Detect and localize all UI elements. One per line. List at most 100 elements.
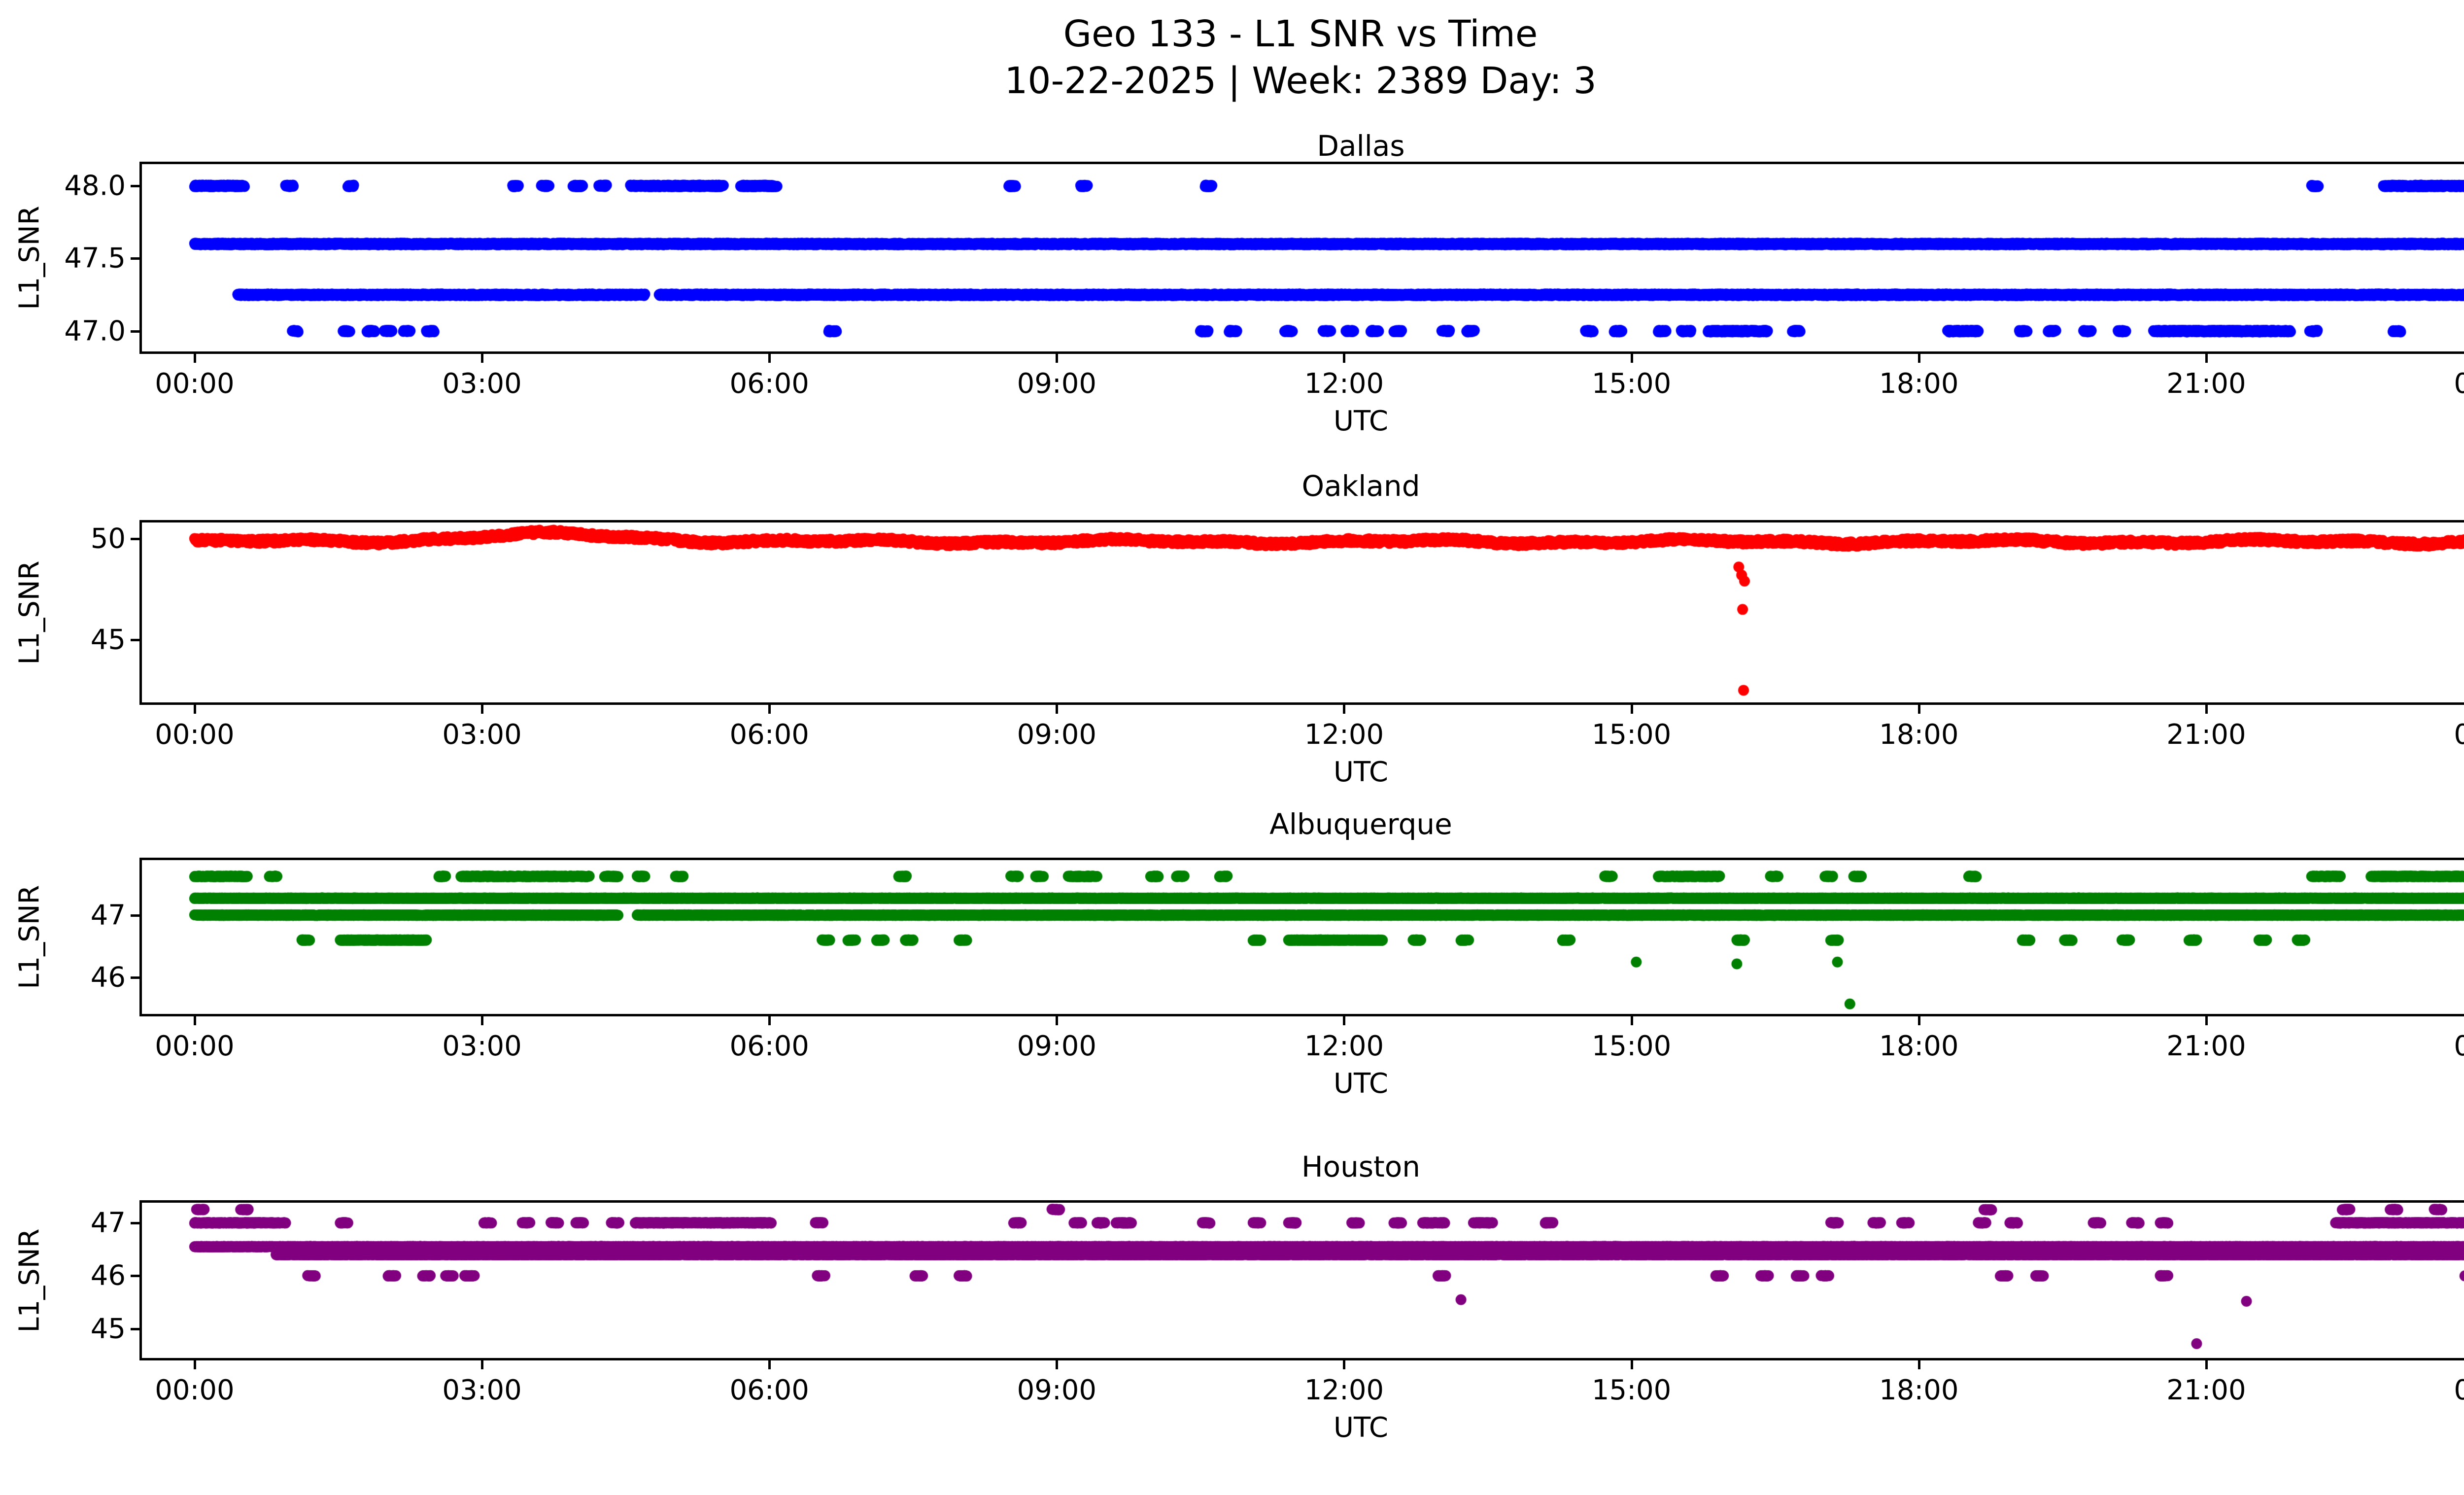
xtick-label: 06:00: [729, 368, 809, 400]
xtick-label: 00:00: [155, 368, 235, 400]
xtick-label: 00:00: [155, 1030, 235, 1062]
ytick-label: 48.0: [64, 170, 126, 202]
scatter-canvas-houston: [142, 1203, 2464, 1358]
panel-title-dallas: Dallas: [1317, 129, 1405, 163]
ytick-label: 47.5: [64, 242, 126, 275]
ytick-mark: [131, 185, 139, 188]
xtick-label: 00:00: [155, 719, 235, 751]
y-axis-label-houston: L1_SNR: [13, 1228, 46, 1333]
xtick-label: 21:00: [2166, 1030, 2246, 1062]
scatter-canvas-dallas: [142, 164, 2464, 351]
xtick-mark: [1917, 1360, 1920, 1369]
xtick-mark: [1056, 1016, 1059, 1025]
ytick-mark: [131, 1327, 139, 1330]
ytick-label: 50: [90, 522, 126, 555]
xtick-mark: [1343, 1016, 1346, 1025]
xtick-label: 18:00: [1879, 1374, 1959, 1406]
xtick-mark: [2205, 1360, 2208, 1369]
ytick-label: 46: [90, 1259, 126, 1292]
xtick-mark: [2205, 1016, 2208, 1025]
xtick-mark: [2205, 705, 2208, 714]
ytick-mark: [131, 537, 139, 540]
xtick-mark: [768, 705, 771, 714]
xtick-mark: [1630, 1360, 1633, 1369]
xtick-mark: [1630, 1016, 1633, 1025]
ytick-label: 47: [90, 1207, 126, 1239]
xtick-mark: [768, 1016, 771, 1025]
ytick-label: 47: [90, 899, 126, 932]
xtick-label: 03:00: [442, 1374, 522, 1406]
xtick-label: 18:00: [1879, 719, 1959, 751]
xtick-mark: [1056, 354, 1059, 363]
xtick-label: 12:00: [1304, 719, 1384, 751]
panel-title-oakland: Oakland: [1301, 469, 1420, 503]
xtick-mark: [1917, 354, 1920, 363]
ytick-mark: [131, 976, 139, 979]
xtick-label: 00:00: [2454, 368, 2464, 400]
xtick-label: 00:00: [2454, 719, 2464, 751]
xtick-mark: [1343, 705, 1346, 714]
xtick-mark: [1056, 1360, 1059, 1369]
xtick-mark: [193, 1360, 196, 1369]
panel-title-albuquerque: Albuquerque: [1269, 807, 1452, 841]
xtick-label: 15:00: [1591, 1030, 1672, 1062]
xtick-label: 09:00: [1017, 1030, 1097, 1062]
xtick-mark: [768, 1360, 771, 1369]
ytick-mark: [131, 914, 139, 917]
xtick-label: 21:00: [2166, 368, 2246, 400]
xtick-mark: [481, 354, 484, 363]
xtick-mark: [193, 354, 196, 363]
xtick-label: 03:00: [442, 1030, 522, 1062]
xtick-label: 18:00: [1879, 1030, 1959, 1062]
xtick-mark: [1630, 705, 1633, 714]
xtick-label: 06:00: [729, 719, 809, 751]
figure-title: Geo 133 - L1 SNR vs Time 10-22-2025 | We…: [1004, 13, 1597, 102]
xtick-label: 12:00: [1304, 1030, 1384, 1062]
xtick-label: 15:00: [1591, 368, 1672, 400]
panel-title-houston: Houston: [1301, 1150, 1421, 1183]
xtick-mark: [481, 1360, 484, 1369]
x-axis-label-oakland: UTC: [1333, 756, 1389, 788]
xtick-label: 00:00: [2454, 1374, 2464, 1406]
x-axis-label-albuquerque: UTC: [1333, 1068, 1389, 1100]
xtick-label: 12:00: [1304, 368, 1384, 400]
xtick-label: 21:00: [2166, 1374, 2246, 1406]
xtick-mark: [193, 1016, 196, 1025]
xtick-label: 15:00: [1591, 719, 1672, 751]
ytick-mark: [131, 1275, 139, 1278]
xtick-label: 15:00: [1591, 1374, 1672, 1406]
xtick-mark: [481, 1016, 484, 1025]
xtick-mark: [193, 705, 196, 714]
xtick-mark: [2205, 354, 2208, 363]
ytick-mark: [131, 257, 139, 260]
xtick-mark: [768, 354, 771, 363]
xtick-mark: [1917, 1016, 1920, 1025]
ytick-label: 47.0: [64, 315, 126, 348]
x-axis-label-houston: UTC: [1333, 1412, 1389, 1444]
xtick-label: 09:00: [1017, 1374, 1097, 1406]
scatter-canvas-oakland: [142, 522, 2464, 702]
xtick-mark: [1630, 354, 1633, 363]
xtick-label: 18:00: [1879, 368, 1959, 400]
xtick-mark: [1343, 1360, 1346, 1369]
xtick-label: 00:00: [2454, 1030, 2464, 1062]
xtick-label: 06:00: [729, 1374, 809, 1406]
xtick-label: 03:00: [442, 719, 522, 751]
scatter-canvas-albuquerque: [142, 860, 2464, 1014]
xtick-mark: [481, 705, 484, 714]
xtick-label: 12:00: [1304, 1374, 1384, 1406]
ytick-mark: [131, 1221, 139, 1224]
ytick-label: 46: [90, 961, 126, 994]
x-axis-label-dallas: UTC: [1333, 405, 1389, 437]
xtick-label: 09:00: [1017, 368, 1097, 400]
ytick-label: 45: [90, 1313, 126, 1345]
ytick-label: 45: [90, 624, 126, 656]
ytick-mark: [131, 330, 139, 333]
xtick-label: 03:00: [442, 368, 522, 400]
xtick-label: 09:00: [1017, 719, 1097, 751]
